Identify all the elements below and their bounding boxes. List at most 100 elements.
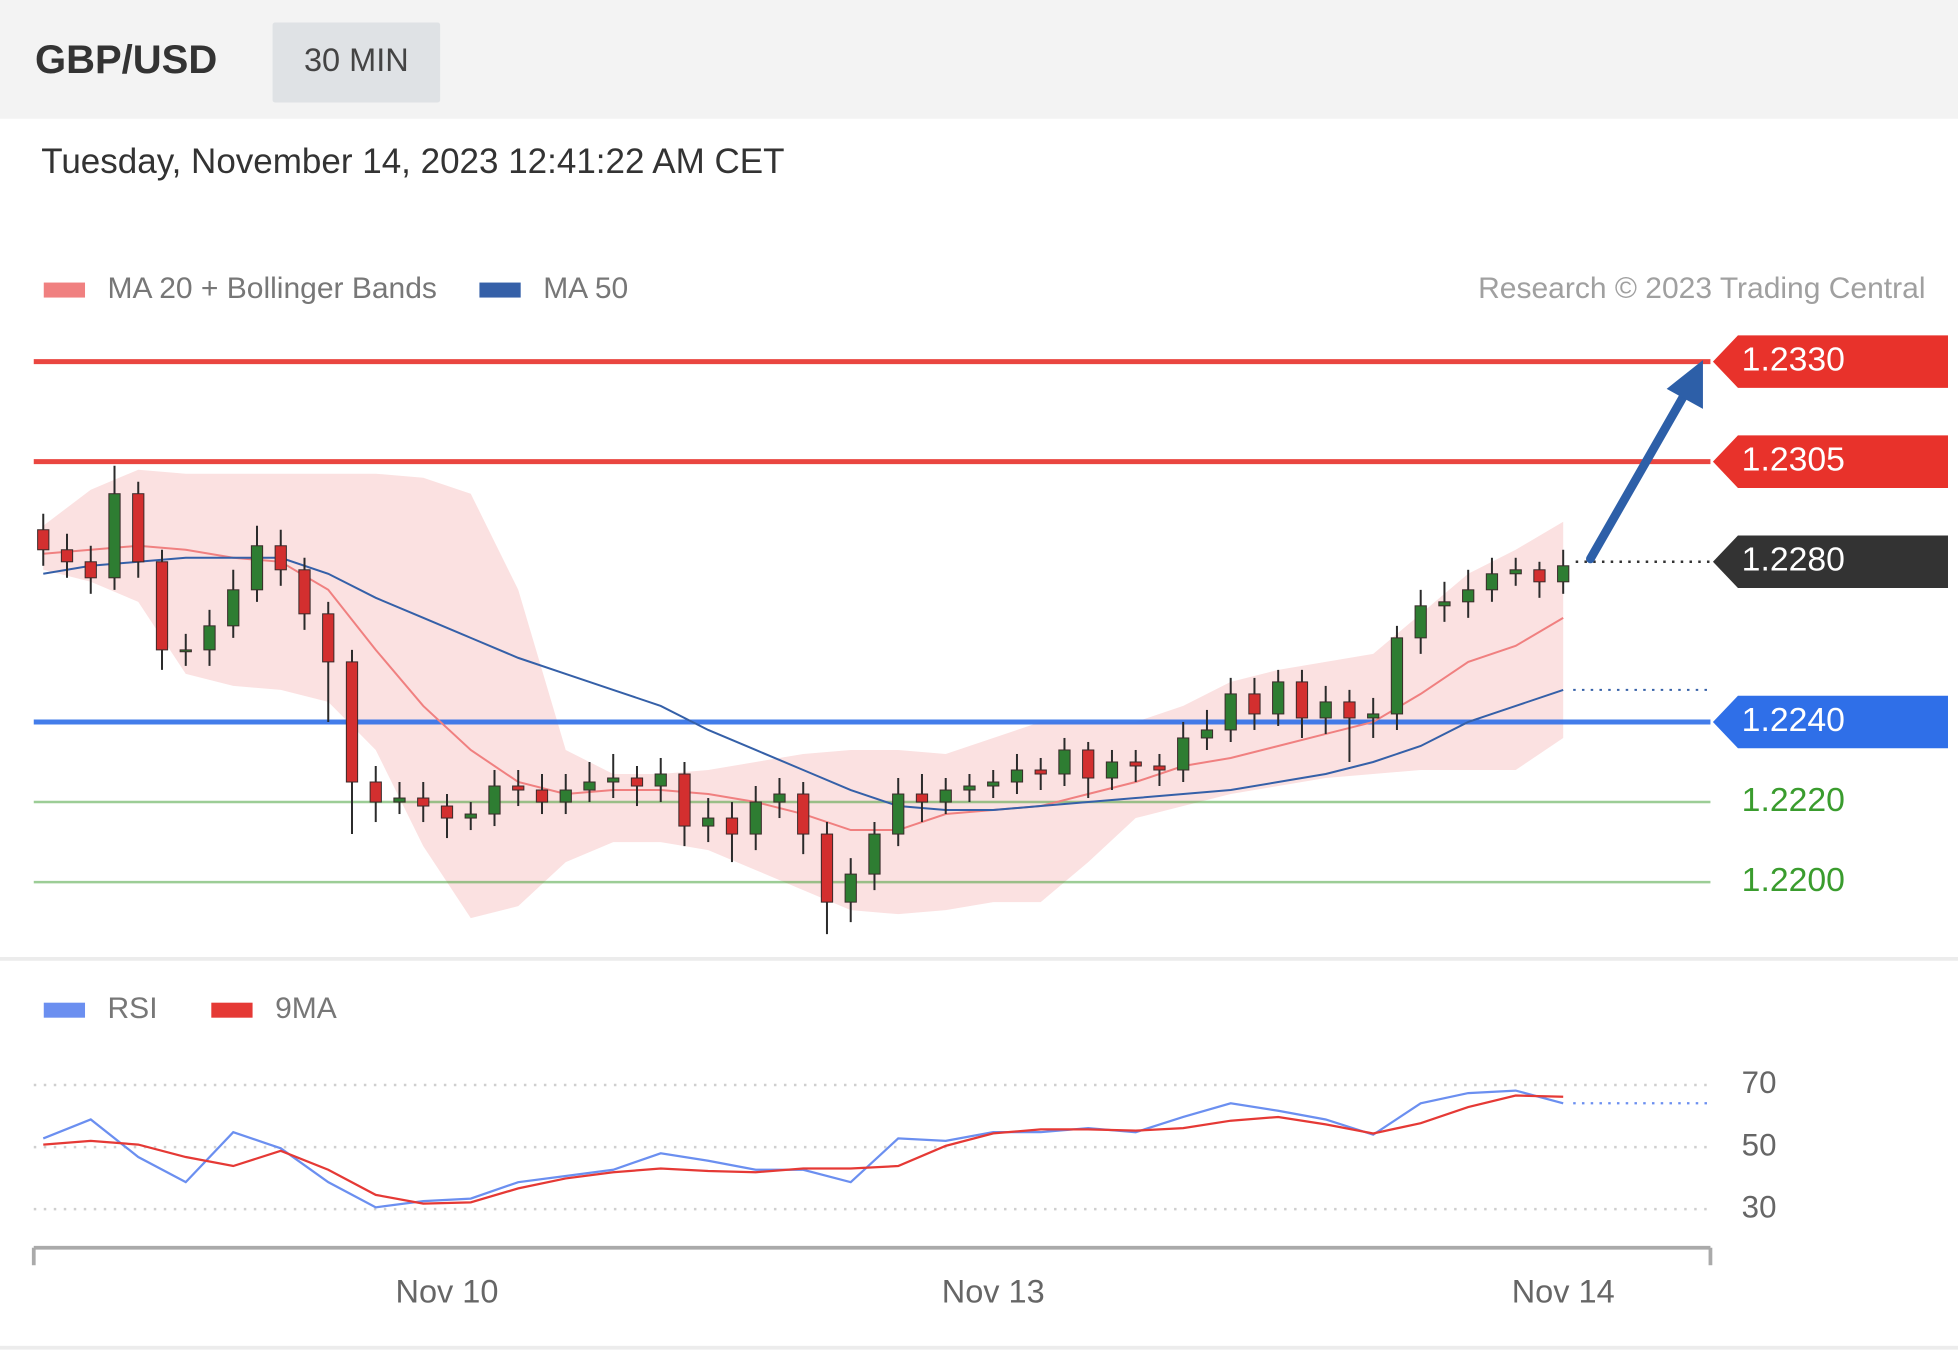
level-tag — [1712, 535, 1948, 589]
timeframe-badge — [272, 22, 441, 103]
x-tick-label: Nov 13 — [942, 1274, 1045, 1310]
candle-body — [725, 817, 739, 835]
y-tick-label: 30 — [1742, 1189, 1777, 1224]
candle-body — [1034, 769, 1047, 775]
y-tick-label: 70 — [1742, 1065, 1777, 1100]
candle-body — [1319, 701, 1332, 719]
legend-label: MA 50 — [543, 272, 628, 305]
arrow-shaft — [1586, 390, 1689, 564]
candle-body — [607, 777, 620, 783]
candle-body — [1557, 565, 1570, 583]
candle-body — [1438, 601, 1451, 607]
level-tag — [1712, 335, 1948, 388]
candle-body — [37, 529, 50, 551]
candle-body — [1224, 693, 1237, 731]
candle-body — [179, 649, 192, 653]
candle-body — [559, 789, 572, 803]
legend-label: MA 20 + Bollinger Bands — [108, 272, 437, 305]
forecast-arrow — [1586, 360, 1703, 564]
candle-body — [1129, 761, 1142, 767]
candle-body — [963, 785, 976, 791]
level-label: 1.2330 — [1742, 341, 1845, 379]
candle-body — [773, 793, 786, 803]
candle-body — [1248, 693, 1261, 715]
legend-swatch — [211, 1002, 253, 1018]
candle-body — [322, 613, 335, 663]
candle-body — [1010, 769, 1024, 783]
legend-swatch — [43, 282, 86, 298]
main-layer: MA 20 + Bollinger Bands MA 50 1.2330 1.2305… — [31, 272, 1948, 1310]
legend-swatch — [479, 282, 521, 298]
candle-body — [868, 833, 881, 875]
candle-body — [1414, 605, 1427, 639]
candle-body — [227, 589, 240, 627]
candle-body — [749, 801, 762, 835]
timeframe: 30 MIN — [304, 42, 409, 78]
candle-body — [535, 789, 549, 803]
candle-body — [1295, 681, 1309, 719]
candle-body — [132, 493, 145, 563]
legend-label: RSI — [108, 992, 158, 1025]
candle-body — [60, 549, 74, 563]
legend-label: 9MA — [275, 992, 337, 1025]
indicator-line — [43, 1094, 1564, 1205]
candle-body — [1177, 737, 1190, 771]
y-tick-label: 50 — [1742, 1127, 1777, 1162]
indicator-line — [42, 1089, 1564, 1209]
candle-body — [1105, 761, 1119, 779]
timestamp: Tuesday, November 14, 2023 12:41:22 AM C… — [41, 142, 784, 181]
candle-body — [84, 561, 97, 579]
candle-body — [488, 785, 501, 815]
candle-body — [512, 785, 525, 791]
level-label: 1.2240 — [1742, 701, 1845, 739]
candle-body — [298, 569, 311, 615]
candle-body — [440, 805, 454, 819]
candle-body — [274, 545, 287, 571]
credit: Research © 2023 Trading Central — [1478, 272, 1925, 305]
candle-body — [892, 793, 905, 835]
candle-body — [1082, 749, 1095, 779]
candle-body — [1533, 569, 1546, 583]
candle-body — [844, 873, 857, 903]
level-label: 1.2280 — [1742, 541, 1845, 579]
candle-body — [1367, 713, 1380, 719]
symbol: GBP/USD — [35, 38, 217, 82]
candle-body — [987, 781, 1000, 787]
candle-body — [369, 781, 382, 803]
candle-body — [915, 793, 929, 803]
candle-body — [1272, 681, 1285, 715]
candle-body — [393, 797, 406, 803]
candle-body — [630, 777, 644, 787]
candle-body — [417, 797, 430, 807]
candle-body — [583, 781, 596, 791]
candle-body — [1390, 637, 1404, 715]
candle-body — [939, 789, 952, 803]
level-label: 1.2305 — [1742, 441, 1845, 479]
candle-body — [1343, 701, 1356, 719]
moving-average — [43, 556, 1564, 812]
candle-body — [1485, 573, 1499, 591]
candle-body — [702, 817, 715, 827]
candle-body — [1462, 589, 1475, 603]
candle-body — [108, 493, 121, 579]
candle-body — [820, 833, 834, 903]
level-label: 1.2220 — [1742, 781, 1845, 819]
level-label: 1.2200 — [1742, 861, 1845, 899]
candle-body — [345, 661, 359, 783]
candle-body — [678, 773, 691, 827]
arrow-head — [1666, 360, 1703, 409]
candle-body — [1058, 749, 1071, 775]
candle-body — [1153, 765, 1166, 771]
candle-body — [1200, 729, 1214, 739]
legend-swatch — [43, 1002, 86, 1018]
candle-body — [797, 793, 810, 835]
x-tick-label: Nov 14 — [1512, 1274, 1615, 1310]
candle-body — [250, 545, 264, 591]
level-tag — [1712, 695, 1948, 749]
candle-body — [464, 813, 477, 819]
candle-body — [1509, 569, 1522, 575]
candle-body — [654, 773, 667, 787]
candle-body — [203, 625, 216, 651]
